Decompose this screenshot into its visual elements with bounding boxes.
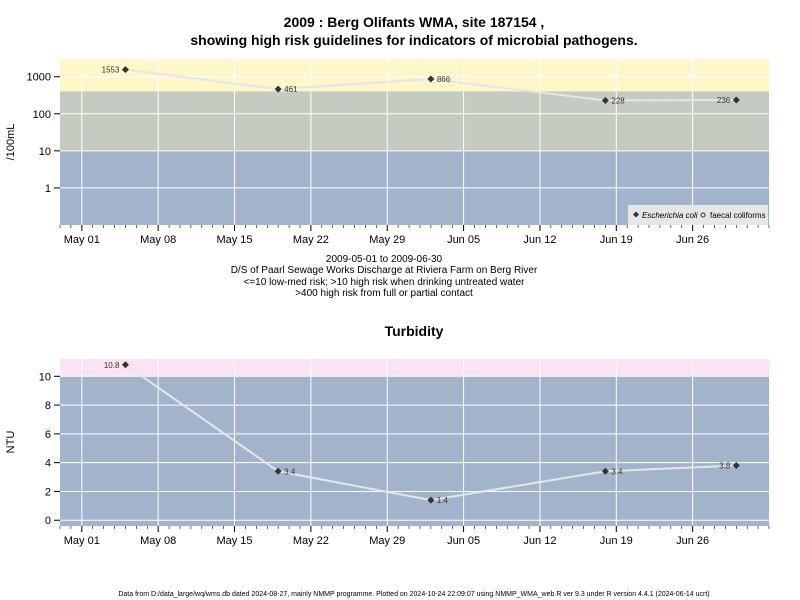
risk-band xyxy=(60,359,769,377)
chart-title-line1: 2009 : Berg Olifants WMA, site 187154 , xyxy=(284,14,545,30)
y-axis-label: /100mL xyxy=(5,124,17,161)
y-tick-label: 8 xyxy=(45,400,51,412)
x-tick-label: Jun 05 xyxy=(447,535,480,547)
legend-label-ecoli: Escherichia coli xyxy=(642,211,698,220)
grid-lines xyxy=(60,59,769,225)
x-tick-label: May 22 xyxy=(293,535,329,547)
x-tick-label: May 01 xyxy=(64,234,100,246)
data-point xyxy=(732,462,740,470)
x-tick-label: Jun 12 xyxy=(523,535,556,547)
grid-lines xyxy=(60,359,769,526)
chart-title-line2: showing high risk guidelines for indicat… xyxy=(190,32,637,48)
data-label: 3.8 xyxy=(719,462,731,471)
x-tick-label: May 01 xyxy=(64,535,100,547)
data-label: 3.4 xyxy=(284,467,296,476)
data-point xyxy=(427,496,435,504)
y-tick-label: 2 xyxy=(45,486,51,498)
y-axis-label: NTU xyxy=(5,431,17,454)
x-tick-label: May 15 xyxy=(216,535,252,547)
data-point xyxy=(732,96,740,104)
x-tick-label: Jun 19 xyxy=(600,234,633,246)
data-label: 228 xyxy=(611,96,625,105)
data-label: 461 xyxy=(284,85,298,94)
x-tick-label: Jun 05 xyxy=(447,234,480,246)
series-ecoli: 1553 461 866 228 236 xyxy=(102,66,740,105)
data-label: 236 xyxy=(717,96,731,105)
x-axis: May 01 May 08 May 15 May 22 May 29 Jun 05 Jun … xyxy=(59,526,770,547)
legend-box xyxy=(628,205,768,225)
legend-diamond-icon xyxy=(633,211,639,218)
turbidity-title: Turbidity xyxy=(385,323,444,339)
risk-bands xyxy=(60,359,769,526)
legend-circle-icon xyxy=(700,212,706,218)
risk-bands xyxy=(60,59,769,225)
x-tick-label: May 29 xyxy=(369,535,405,547)
y-tick-label: 10 xyxy=(39,371,51,383)
data-point xyxy=(121,66,129,74)
subtitle-risk-drinking: <=10 low-med risk; >10 high risk when dr… xyxy=(244,277,526,288)
data-label: 10.8 xyxy=(104,361,120,370)
data-point xyxy=(601,467,609,475)
x-tick-label: May 29 xyxy=(369,234,405,246)
data-label: 3.4 xyxy=(611,467,623,476)
x-tick-label: May 08 xyxy=(140,234,176,246)
x-tick-label: Jun 19 xyxy=(600,535,633,547)
data-label: 1553 xyxy=(102,66,120,75)
data-point xyxy=(274,85,282,93)
subtitle-date-range: 2009-05-01 to 2009-06-30 xyxy=(326,254,443,265)
risk-band xyxy=(60,59,769,92)
data-point xyxy=(121,361,129,369)
subtitle-site: D/S of Paarl Sewage Works Discharge at R… xyxy=(231,265,538,276)
risk-band xyxy=(60,91,769,151)
data-label: 1.4 xyxy=(437,496,449,505)
plot-background xyxy=(60,359,769,526)
x-tick-label: May 22 xyxy=(293,234,329,246)
y-tick-label: 1000 xyxy=(27,72,51,84)
data-point xyxy=(601,96,609,104)
turbidity-panel: 0 2 4 6 8 10 May 01 May 08 May 15 May 22 May 29 Ju… xyxy=(5,359,770,547)
x-tick-label: May 15 xyxy=(216,234,252,246)
y-axis: 0 2 4 6 8 10 xyxy=(39,371,60,527)
y-tick-label: 10 xyxy=(39,146,51,158)
legend-label-faecal: faecal coliforms xyxy=(710,211,766,220)
data-point xyxy=(274,467,282,475)
legend: Escherichia coli faecal coliforms xyxy=(628,205,768,225)
y-axis: 1 10 100 1000 xyxy=(27,72,60,195)
y-tick-label: 6 xyxy=(45,429,51,441)
ecoli-panel: 1 10 100 1000 May 01 May 08 May 15 May 22 May 2… xyxy=(5,59,770,246)
y-tick-label: 100 xyxy=(33,109,51,121)
x-tick-label: May 08 xyxy=(140,535,176,547)
x-tick-label: Jun 26 xyxy=(676,234,709,246)
series-turbidity: 10.8 3.4 1.4 3.4 3.8 xyxy=(104,361,740,505)
y-tick-label: 0 xyxy=(45,515,51,527)
x-axis: May 01 May 08 May 15 May 22 May 29 Jun 05 Jun … xyxy=(59,225,770,246)
x-tick-label: Jun 12 xyxy=(523,234,556,246)
data-point xyxy=(427,75,435,83)
data-label: 866 xyxy=(437,75,451,84)
x-tick-label: Jun 26 xyxy=(676,535,709,547)
y-tick-label: 4 xyxy=(45,458,51,470)
y-tick-label: 1 xyxy=(45,183,51,195)
subtitle-risk-contact: >400 high risk from full or partial cont… xyxy=(295,288,473,299)
footer-note: Data from D:/data_large/wq/wms.db dated … xyxy=(118,591,709,598)
